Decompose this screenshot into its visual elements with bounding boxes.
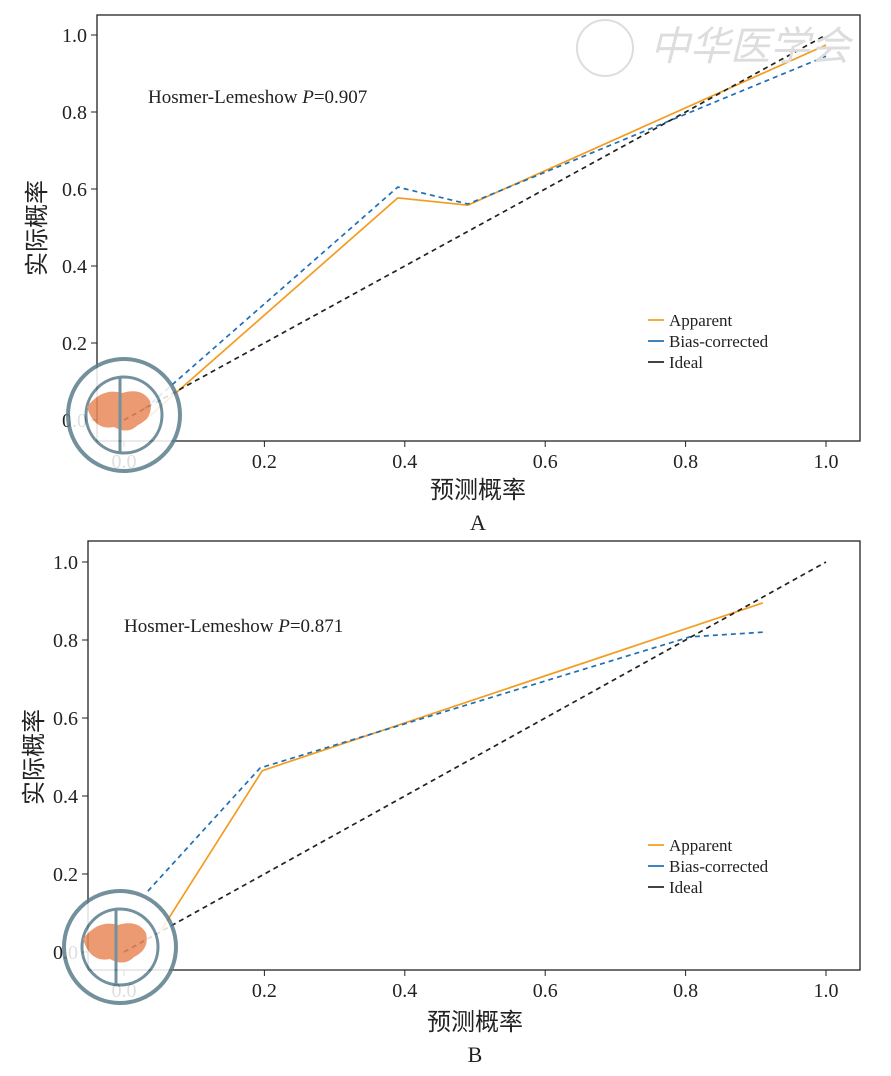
watermark-text: 中华医学会 [650, 24, 854, 70]
y-tick-label: 0.4 [62, 256, 87, 278]
x-axis-label: 预测概率 [430, 476, 526, 504]
legend-label: Bias-corrected [669, 857, 769, 876]
x-tick-label: 0.4 [392, 980, 417, 1002]
x-tick-label: 0.6 [533, 451, 558, 473]
chart-panel-A: 0.00.20.40.60.81.00.00.20.40.60.81.0预测概率… [23, 14, 861, 535]
hosmer-lemeshow-annotation: Hosmer-Lemeshow P=0.907 [148, 87, 367, 108]
y-tick-label: 0.2 [53, 864, 78, 886]
legend-label: Bias-corrected [669, 332, 769, 351]
watermark-logo-icon [576, 19, 634, 77]
y-tick-label: 0.8 [62, 102, 87, 124]
series-line-apparent [144, 44, 827, 421]
series-line-ideal [123, 34, 827, 421]
annotation-value: =0.871 [290, 616, 343, 637]
y-tick-label: 0.4 [53, 786, 78, 808]
watermark-seal-icon [66, 357, 182, 473]
legend-label: Ideal [669, 353, 703, 372]
series-line-bias-corrected [144, 55, 827, 410]
annotation-prefix: Hosmer-Lemeshow [148, 87, 302, 108]
series-line-ideal [123, 561, 827, 953]
x-tick-label: 1.0 [814, 451, 839, 473]
legend-label: Apparent [669, 311, 733, 330]
x-tick-label: 0.4 [392, 451, 417, 473]
y-tick-label: 0.8 [53, 630, 78, 652]
y-axis-label: 实际概率 [23, 180, 51, 276]
y-tick-label: 1.0 [53, 552, 78, 574]
annotation-value: =0.907 [314, 87, 367, 108]
x-tick-label: 0.8 [673, 980, 698, 1002]
annotation-p: P [277, 616, 290, 637]
hosmer-lemeshow-annotation: Hosmer-Lemeshow P=0.871 [124, 616, 343, 637]
plot-frame [87, 540, 861, 971]
series-line-apparent [160, 602, 764, 931]
x-tick-label: 0.6 [533, 980, 558, 1002]
y-tick-label: 0.6 [62, 179, 87, 201]
panel-label: B [468, 1042, 483, 1067]
x-tick-label: 0.2 [252, 980, 277, 1002]
legend-label: Ideal [669, 878, 703, 897]
x-tick-label: 0.8 [673, 451, 698, 473]
annotation-prefix: Hosmer-Lemeshow [124, 616, 278, 637]
x-axis-label: 预测概率 [427, 1008, 523, 1036]
watermark-seal-icon [62, 889, 178, 1005]
y-axis-label: 实际概率 [20, 709, 48, 805]
panel-label: A [470, 510, 486, 535]
y-tick-label: 0.2 [62, 333, 87, 355]
series-line-bias-corrected [147, 631, 763, 892]
x-tick-label: 0.2 [252, 451, 277, 473]
x-tick-label: 1.0 [814, 980, 839, 1002]
plot-frame [96, 14, 861, 442]
chart-panel-B: 0.00.20.40.60.81.00.00.20.40.60.81.0预测概率… [20, 540, 861, 1067]
y-tick-label: 1.0 [62, 25, 87, 47]
y-tick-label: 0.6 [53, 708, 78, 730]
legend-label: Apparent [669, 836, 733, 855]
annotation-p: P [301, 87, 314, 108]
